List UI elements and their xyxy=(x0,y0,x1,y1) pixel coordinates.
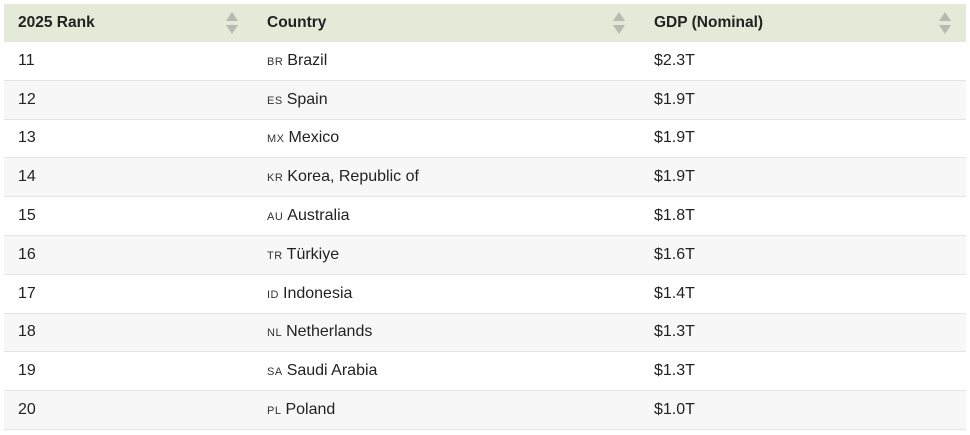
table-row: 17 ID Indonesia $1.4T xyxy=(4,275,966,314)
country-name: Indonesia xyxy=(283,284,353,302)
table-row: 13 MX Mexico $1.9T xyxy=(4,120,966,159)
country-name: Türkiye xyxy=(286,245,340,263)
country-name: Netherlands xyxy=(286,323,373,341)
country-code: PL xyxy=(267,405,282,418)
rank-cell: 16 xyxy=(18,245,36,263)
country-cell: TR Türkiye xyxy=(253,246,640,264)
country-cell: BR Brazil xyxy=(253,52,640,70)
table-row: 11 BR Brazil $2.3T xyxy=(4,42,966,81)
column-header-country[interactable]: Country xyxy=(253,4,640,42)
country-cell: AU Australia xyxy=(253,207,640,225)
table-row: 16 TR Türkiye $1.6T xyxy=(4,235,966,275)
rank-cell: 20 xyxy=(18,401,36,419)
country-name: Mexico xyxy=(288,129,340,147)
gdp-ranking-table: 2025 Rank Country GDP (Nominal) 11 BR Bra… xyxy=(4,4,966,430)
column-header-label: Country xyxy=(267,14,327,31)
gdp-cell: $1.0T xyxy=(654,401,695,419)
rank-cell: 19 xyxy=(18,362,36,380)
rank-cell: 18 xyxy=(18,323,36,341)
country-code: TR xyxy=(267,249,283,262)
rank-cell: 15 xyxy=(18,207,36,225)
country-name: Korea, Republic of xyxy=(287,168,419,186)
country-code: ES xyxy=(267,94,283,107)
sort-icon[interactable] xyxy=(225,12,239,34)
country-name: Australia xyxy=(287,207,350,225)
country-name: Poland xyxy=(285,401,336,419)
rank-cell: 14 xyxy=(18,168,36,186)
country-name: Brazil xyxy=(287,51,328,69)
country-code: MX xyxy=(267,133,285,146)
column-header-label: 2025 Rank xyxy=(18,14,95,31)
country-cell: NL Netherlands xyxy=(253,323,640,341)
country-name: Spain xyxy=(286,90,328,108)
gdp-cell: $1.4T xyxy=(654,284,695,302)
country-code: BR xyxy=(267,55,284,68)
country-cell: SA Saudi Arabia xyxy=(253,362,640,380)
gdp-cell: $2.3T xyxy=(654,51,695,69)
country-code: ID xyxy=(267,288,279,301)
gdp-cell: $1.3T xyxy=(654,323,695,341)
table-row: 15 AU Australia $1.8T xyxy=(4,197,966,236)
table-row: 18 NL Netherlands $1.3T xyxy=(4,313,966,353)
table-header: 2025 Rank Country GDP (Nominal) xyxy=(4,4,966,42)
country-code: KR xyxy=(267,172,284,185)
gdp-cell: $1.9T xyxy=(654,129,695,147)
country-cell: ID Indonesia xyxy=(253,285,640,303)
table-row: 20 PL Poland $1.0T xyxy=(4,391,966,430)
rank-cell: 11 xyxy=(18,51,35,69)
column-header-gdp[interactable]: GDP (Nominal) xyxy=(640,4,966,42)
rank-cell: 12 xyxy=(18,90,36,108)
country-name: Saudi Arabia xyxy=(286,362,378,380)
country-code: AU xyxy=(267,211,284,224)
gdp-cell: $1.6T xyxy=(654,245,695,263)
table-row: 19 SA Saudi Arabia $1.3T xyxy=(4,352,966,392)
rank-cell: 17 xyxy=(18,284,36,302)
sort-icon[interactable] xyxy=(612,12,626,34)
gdp-cell: $1.3T xyxy=(654,362,695,380)
sort-icon[interactable] xyxy=(938,12,952,34)
gdp-cell: $1.9T xyxy=(654,90,695,108)
country-cell: KR Korea, Republic of xyxy=(253,168,640,186)
country-cell: PL Poland xyxy=(253,401,640,419)
country-code: NL xyxy=(267,327,283,340)
gdp-cell: $1.8T xyxy=(654,207,695,225)
column-header-rank[interactable]: 2025 Rank xyxy=(4,4,253,42)
country-cell: ES Spain xyxy=(253,91,640,109)
country-code: SA xyxy=(267,366,283,379)
country-cell: MX Mexico xyxy=(253,129,640,147)
rank-cell: 13 xyxy=(18,129,36,147)
column-header-label: GDP (Nominal) xyxy=(654,14,764,31)
table-row: 14 KR Korea, Republic of $1.9T xyxy=(4,158,966,198)
gdp-cell: $1.9T xyxy=(654,168,695,186)
table-row: 12 ES Spain $1.9T xyxy=(4,80,966,120)
